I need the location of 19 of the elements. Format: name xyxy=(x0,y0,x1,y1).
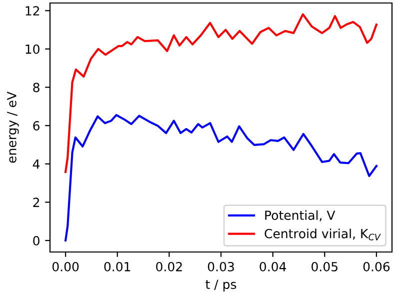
legend-label: Potential, V xyxy=(265,210,336,222)
x-tick-label: 0.06 xyxy=(363,262,390,272)
y-tick-label: 0 xyxy=(33,236,40,246)
y-tick-label: 8 xyxy=(33,82,40,92)
line-series xyxy=(64,13,378,173)
x-tick-label: 0.03 xyxy=(208,262,234,272)
legend-label: Centroid virial, K$_{CV}$ xyxy=(264,228,381,240)
x-tick-label: 0.00 xyxy=(52,262,79,272)
x-tick-label: 0.05 xyxy=(312,262,338,272)
y-tick-label: 12 xyxy=(26,6,40,16)
y-tick-label: 6 xyxy=(33,121,40,131)
y-axis-title: energy / eV xyxy=(7,92,19,163)
y-tick-label: 4 xyxy=(32,160,40,169)
y-tick-label: 10 xyxy=(26,44,40,54)
x-tick-label: 0.04 xyxy=(260,262,286,272)
y-tick-label: 2 xyxy=(33,198,40,207)
x-tick-label: 0.02 xyxy=(156,262,182,272)
x-tick-label: 0.01 xyxy=(104,262,130,272)
x-axis-title: t / ps xyxy=(206,280,236,292)
